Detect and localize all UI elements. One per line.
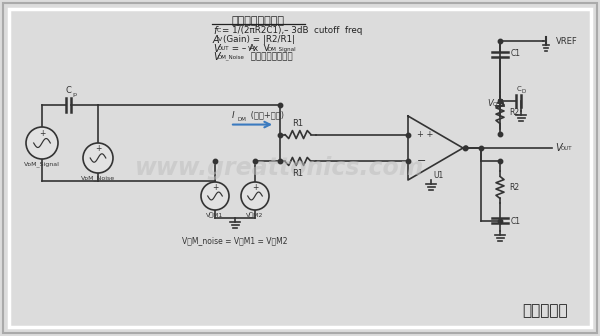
Text: +: + — [39, 129, 45, 137]
Text: www.greattonics.com: www.greattonics.com — [136, 156, 425, 180]
Text: x  V: x V — [253, 44, 269, 53]
Text: = – A: = – A — [229, 44, 255, 53]
Text: = 1/(2πR2C1),– 3dB  cutoff  freq: = 1/(2πR2C1),– 3dB cutoff freq — [222, 26, 362, 35]
Text: +: + — [95, 144, 101, 153]
Text: R1: R1 — [292, 119, 304, 128]
Text: 主動式低通濃波器: 主動式低通濃波器 — [232, 16, 284, 26]
Text: V: V — [213, 52, 220, 62]
Text: DM: DM — [237, 117, 246, 122]
Text: (Gain) = |R2/R1|: (Gain) = |R2/R1| — [223, 35, 295, 44]
Text: C1: C1 — [511, 217, 521, 226]
Text: OUT: OUT — [218, 46, 229, 51]
Circle shape — [464, 146, 468, 150]
Circle shape — [83, 143, 113, 173]
Text: OUT: OUT — [561, 146, 572, 152]
Text: VⱀM_noise = VⱀM1 = VⱀM2: VⱀM_noise = VⱀM1 = VⱀM2 — [182, 236, 288, 245]
Text: A: A — [213, 35, 220, 45]
Text: V: V — [213, 44, 220, 54]
Text: V: V — [487, 98, 493, 108]
Text: +: + — [212, 183, 218, 192]
Text: VREF: VREF — [556, 37, 578, 45]
Text: R1: R1 — [292, 169, 304, 178]
Text: D: D — [521, 89, 525, 94]
Circle shape — [201, 182, 229, 210]
Text: C: C — [517, 86, 522, 92]
Text: R2: R2 — [509, 183, 519, 192]
Text: p: p — [72, 92, 76, 97]
Text: I: I — [232, 111, 235, 120]
Text: −: − — [417, 157, 427, 166]
Text: VⱀM1: VⱀM1 — [206, 212, 224, 218]
Text: V: V — [248, 46, 252, 51]
Text: C1: C1 — [511, 49, 521, 58]
Text: CC: CC — [493, 102, 500, 108]
Text: VᴅM_Signal: VᴅM_Signal — [24, 161, 60, 167]
Text: + +: + + — [417, 130, 433, 138]
Circle shape — [241, 182, 269, 210]
Text: 深圳宏力捧: 深圳宏力捧 — [523, 303, 568, 318]
Text: +: + — [252, 183, 258, 192]
Text: 以低通濃波器濃波: 以低通濃波器濃波 — [248, 52, 293, 61]
Text: VᴅM_Noise: VᴅM_Noise — [81, 175, 115, 181]
Text: C: C — [65, 86, 71, 95]
Text: V: V — [218, 37, 222, 42]
Text: C: C — [217, 28, 221, 33]
Text: VⱀM2: VⱀM2 — [247, 212, 263, 218]
Circle shape — [26, 127, 58, 159]
Text: R2: R2 — [509, 108, 519, 117]
Text: U1: U1 — [433, 171, 443, 180]
Text: DM_Noise: DM_Noise — [218, 54, 245, 60]
Text: f: f — [213, 26, 217, 36]
Text: DM_Signal: DM_Signal — [267, 46, 296, 52]
Text: (訊號+雜訊): (訊號+雜訊) — [248, 111, 284, 120]
Text: V: V — [555, 143, 562, 153]
